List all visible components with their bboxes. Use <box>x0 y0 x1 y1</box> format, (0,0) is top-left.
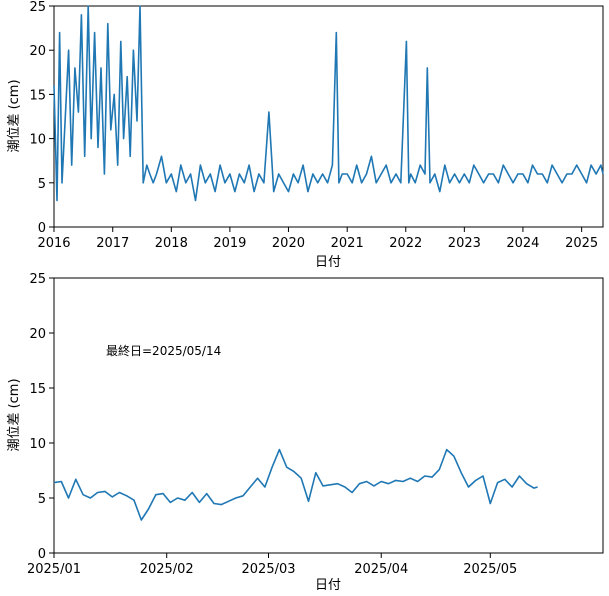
x-tick-label: 2025/05 <box>463 562 517 577</box>
x-tick-label: 2025/02 <box>140 562 194 577</box>
y-tick-label: 20 <box>29 327 46 342</box>
bottom-chart-annotation: 最終日=2025/05/14 <box>106 343 221 358</box>
x-tick-label: 2018 <box>155 236 188 251</box>
bottom-chart-series <box>53 448 538 521</box>
x-tick-label: 2025/03 <box>242 562 296 577</box>
x-tick-label: 2025 <box>565 236 598 251</box>
bottom-chart-y-label: 潮位差 (cm) <box>7 378 22 451</box>
y-tick-label: 15 <box>29 88 46 103</box>
top-chart-frame <box>53 5 604 228</box>
bottom-chart-x-ticks: 2025/01 2025/02 2025/03 2025/04 2025/05 <box>27 553 517 577</box>
x-tick-label: 2025/04 <box>354 562 408 577</box>
y-tick-label: 0 <box>38 547 46 562</box>
x-tick-label: 2016 <box>37 236 70 251</box>
bottom-chart-x-label: 日付 <box>315 578 341 593</box>
bottom-chart-frame <box>53 277 604 554</box>
y-tick-label: 10 <box>29 133 46 148</box>
top-chart-x-label: 日付 <box>315 255 341 270</box>
x-tick-label: 2021 <box>331 236 364 251</box>
y-tick-label: 15 <box>29 382 46 397</box>
y-tick-label: 5 <box>38 177 46 192</box>
x-tick-label: 2025/01 <box>27 562 81 577</box>
y-tick-label: 0 <box>38 221 46 236</box>
y-tick-label: 20 <box>29 44 46 59</box>
top-chart-series <box>53 5 604 202</box>
bottom-chart-y-ticks: 0 5 10 15 20 25 <box>29 272 54 562</box>
y-tick-label: 10 <box>29 437 46 452</box>
x-tick-label: 2023 <box>448 236 481 251</box>
top-chart-y-label: 潮位差 (cm) <box>7 79 22 152</box>
series-line <box>53 5 604 202</box>
x-tick-label: 2019 <box>213 236 246 251</box>
x-tick-label: 2020 <box>272 236 305 251</box>
series-line <box>53 448 538 521</box>
x-tick-label: 2017 <box>96 236 129 251</box>
y-tick-label: 25 <box>29 0 46 15</box>
x-tick-label: 2024 <box>506 236 539 251</box>
y-tick-label: 25 <box>29 272 46 287</box>
y-tick-label: 5 <box>38 492 46 507</box>
top-chart-x-ticks: 2016 2017 2018 2019 2020 2021 2022 2023 2024 2025 <box>37 227 598 251</box>
top-chart-y-ticks: 0 5 10 15 20 25 <box>29 0 54 236</box>
x-tick-label: 2022 <box>389 236 422 251</box>
